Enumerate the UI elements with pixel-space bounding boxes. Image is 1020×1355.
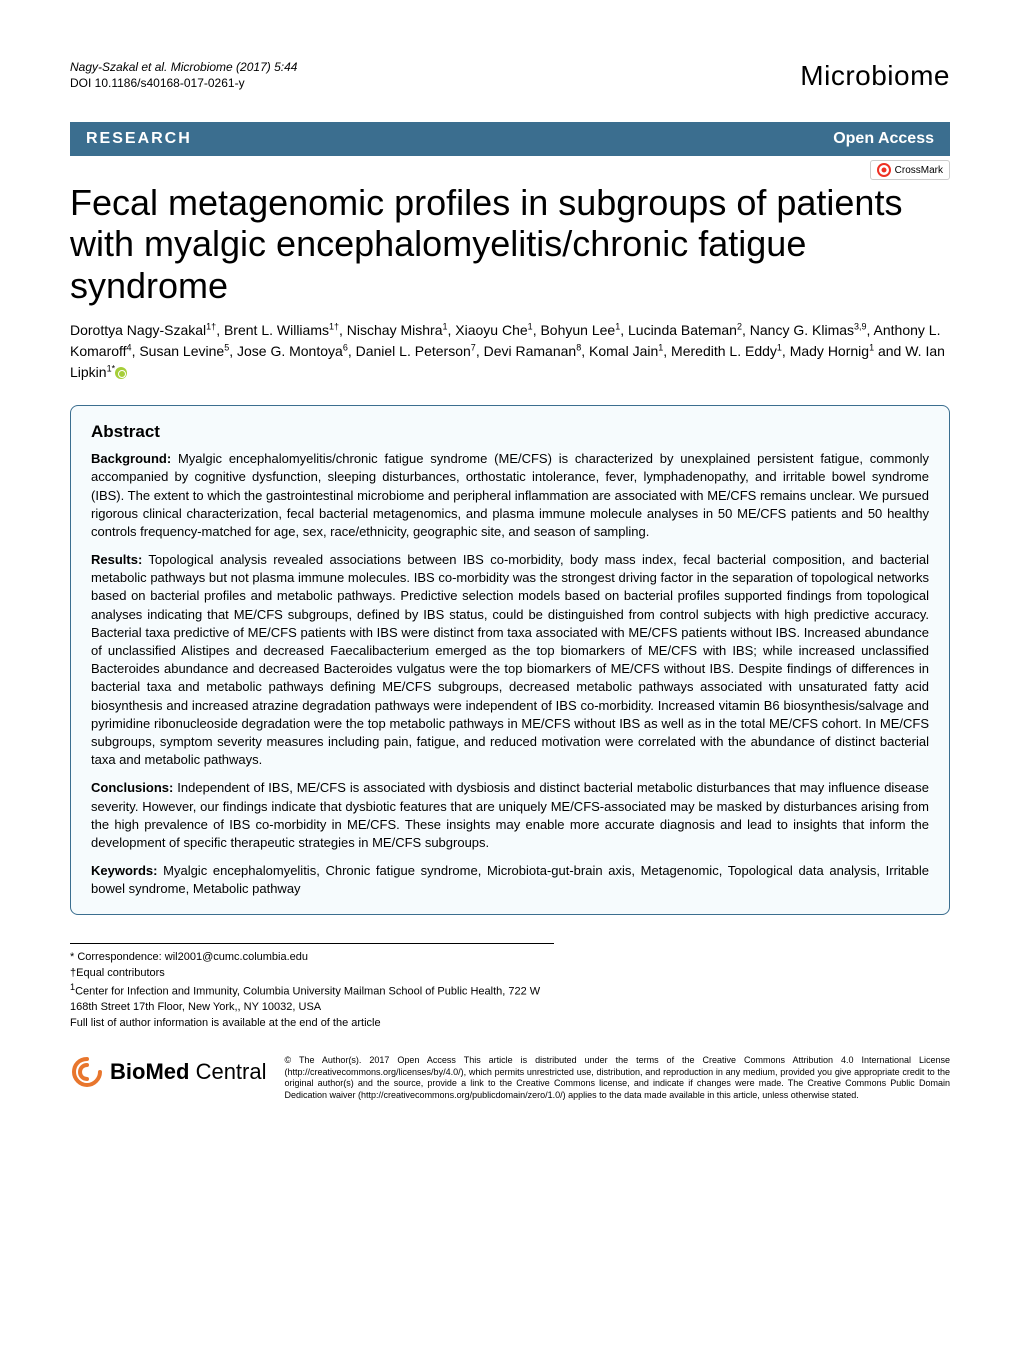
equal-contributors-line: †Equal contributors: [70, 966, 554, 981]
article-title: Fecal metagenomic profiles in subgroups …: [70, 182, 950, 306]
journal-name: Microbiome: [800, 60, 950, 92]
results-label: Results:: [91, 552, 142, 567]
author-list: Dorottya Nagy-Szakal1†, Brent L. William…: [70, 320, 950, 383]
correspondence-line: * Correspondence: wil2001@cumc.columbia.…: [70, 950, 554, 965]
crossmark-row: CrossMark: [70, 160, 950, 180]
keywords-text: Myalgic encephalomyelitis, Chronic fatig…: [91, 863, 929, 896]
citation-block: Nagy-Szakal et al. Microbiome (2017) 5:4…: [70, 60, 297, 91]
background-label: Background:: [91, 451, 171, 466]
abstract-results: Results: Topological analysis revealed a…: [91, 551, 929, 769]
crossmark-icon: [877, 163, 891, 177]
open-access-label: Open Access: [833, 130, 934, 148]
footnotes: * Correspondence: wil2001@cumc.columbia.…: [70, 943, 554, 1031]
header-row: Nagy-Szakal et al. Microbiome (2017) 5:4…: [70, 60, 950, 92]
crossmark-badge[interactable]: CrossMark: [870, 160, 950, 180]
conclusions-text: Independent of IBS, ME/CFS is associated…: [91, 780, 929, 850]
citation-line-2: DOI 10.1186/s40168-017-0261-y: [70, 76, 297, 92]
citation-line-1: Nagy-Szakal et al. Microbiome (2017) 5:4…: [70, 60, 297, 76]
footer-row: BioMed Central © The Author(s). 2017 Ope…: [70, 1055, 950, 1102]
abstract-box: Abstract Background: Myalgic encephalomy…: [70, 405, 950, 915]
abstract-keywords: Keywords: Myalgic encephalomyelitis, Chr…: [91, 862, 929, 898]
abstract-conclusions: Conclusions: Independent of IBS, ME/CFS …: [91, 779, 929, 852]
keywords-label: Keywords:: [91, 863, 157, 878]
authors-text: Dorottya Nagy-Szakal1†, Brent L. William…: [70, 322, 945, 380]
article-type-label: RESEARCH: [86, 130, 192, 148]
full-author-list-line: Full list of author information is avail…: [70, 1016, 554, 1031]
abstract-background: Background: Myalgic encephalomyelitis/ch…: [91, 450, 929, 541]
results-text: Topological analysis revealed associatio…: [91, 552, 929, 767]
license-body: © The Author(s). 2017 Open Access This a…: [285, 1055, 951, 1100]
background-text: Myalgic encephalomyelitis/chronic fatigu…: [91, 451, 929, 539]
bmc-logo-text: BioMed Central: [110, 1059, 267, 1085]
affiliation-text: Center for Infection and Immunity, Colum…: [70, 986, 540, 1013]
conclusions-label: Conclusions:: [91, 780, 173, 795]
license-text: © The Author(s). 2017 Open Access This a…: [285, 1055, 951, 1102]
orcid-icon[interactable]: [115, 367, 127, 379]
bmc-swirl-icon: [70, 1055, 104, 1089]
article-type-banner: RESEARCH Open Access: [70, 122, 950, 156]
abstract-heading: Abstract: [91, 422, 929, 442]
affiliation-line: 1Center for Infection and Immunity, Colu…: [70, 981, 554, 1015]
biomed-central-logo: BioMed Central: [70, 1055, 267, 1089]
crossmark-label: CrossMark: [895, 165, 943, 176]
